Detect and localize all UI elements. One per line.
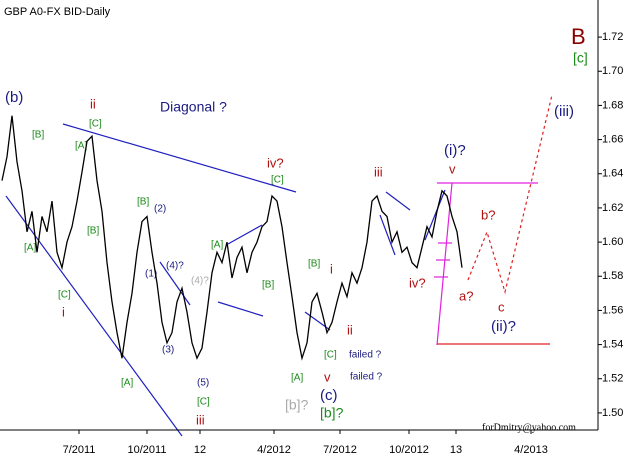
annotation: Diagonal ? [160, 99, 227, 115]
annotation: [A] [75, 141, 87, 152]
y-tick-label: 1.68 [602, 99, 623, 111]
watermark: forDmitry@yahoo.com [482, 422, 576, 433]
annotation: (4)? [191, 276, 209, 287]
annotation: (c) [320, 387, 338, 404]
annotation: [B] [137, 197, 149, 208]
annotation: [A] [121, 378, 133, 389]
y-tick-label: 1.56 [602, 304, 623, 316]
annotation: [b]? [285, 397, 309, 413]
trend-line [385, 191, 411, 211]
annotation: [b]? [320, 405, 344, 421]
chart-title: GBP A0-FX BID-Daily [4, 6, 111, 18]
annotation: B [571, 24, 586, 49]
y-tick-label: 1.54 [602, 338, 623, 350]
trend-line [379, 214, 396, 256]
annotation: iv? [267, 155, 284, 170]
forecast-path [467, 94, 553, 295]
trend-line [227, 224, 263, 245]
annotation: v [449, 161, 456, 176]
trend-line [217, 301, 264, 317]
y-tick-label: 1.70 [602, 65, 623, 77]
annotation: [c] [573, 50, 588, 66]
y-tick-label: 1.66 [602, 133, 623, 145]
y-tick-label: 1.50 [602, 407, 623, 419]
annotation: [C] [197, 397, 210, 408]
annotation: [C] [89, 119, 102, 130]
trend-line [62, 123, 297, 193]
target-line [436, 182, 453, 346]
annotation: a? [459, 288, 473, 303]
y-tick-label: 1.52 [602, 373, 623, 385]
y-tick-label: 1.72 [602, 31, 623, 43]
x-tick-label: 4/2013 [514, 444, 548, 456]
annotation: (iii) [554, 103, 574, 120]
annotation: failed ? [350, 372, 383, 383]
annotation: i [330, 261, 333, 276]
trend-line [424, 189, 446, 241]
annotation: (5) [197, 378, 209, 389]
annotation: [B] [262, 280, 274, 291]
annotation: iii [374, 164, 383, 179]
annotation: (b) [5, 89, 23, 106]
annotation: [B] [87, 226, 99, 237]
annotation: [B] [32, 130, 44, 141]
annotation: (ii)? [491, 318, 516, 335]
price-line [1, 115, 463, 361]
x-tick-label: 4/2012 [257, 444, 291, 456]
annotation: iii [196, 412, 205, 427]
x-tick-label: 10/2012 [389, 444, 429, 456]
annotation: [A] [291, 373, 303, 384]
x-tick-label: 13 [450, 444, 462, 456]
y-tick-label: 1.60 [602, 236, 623, 248]
x-tick-label: 12 [194, 444, 206, 456]
annotation: [C] [324, 350, 337, 361]
annotation: b? [481, 207, 495, 222]
annotation: (3) [162, 345, 174, 356]
x-tick-label: 7/2011 [63, 444, 96, 456]
annotation: (1) [145, 269, 157, 280]
y-tick-label: 1.64 [602, 168, 623, 180]
annotation: c [498, 299, 505, 314]
annotation: (i)? [444, 142, 466, 159]
wave-lines [5, 94, 553, 437]
annotation: ii [90, 96, 96, 111]
annotation: iv? [409, 275, 426, 290]
annotation: [C] [58, 290, 71, 301]
y-tick-label: 1.62 [602, 202, 623, 214]
annotation: (2) [154, 204, 166, 215]
annotation: [A] [24, 243, 36, 254]
y-tick-label: 1.58 [602, 270, 623, 282]
annotation: failed ? [349, 350, 382, 361]
annotation: v [324, 369, 331, 384]
annotation: [B] [308, 259, 320, 270]
trend-line [159, 261, 191, 306]
annotation: [A] [211, 240, 223, 251]
x-tick-label: 10/2011 [128, 444, 167, 456]
annotation: i [62, 304, 65, 319]
x-tick-label: 7/2012 [323, 444, 357, 456]
annotation: [C] [271, 175, 284, 186]
annotation: ii [347, 322, 353, 337]
annotation: (4)? [166, 261, 184, 272]
